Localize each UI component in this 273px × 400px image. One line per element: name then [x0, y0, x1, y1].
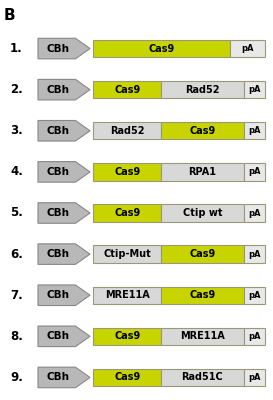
- Bar: [244, 163, 265, 180]
- Text: Rad52: Rad52: [110, 126, 144, 136]
- Bar: [161, 369, 244, 386]
- Bar: [230, 40, 265, 57]
- Bar: [93, 122, 161, 140]
- Polygon shape: [38, 367, 90, 388]
- Text: Ctip wt: Ctip wt: [183, 208, 222, 218]
- Bar: [93, 81, 161, 98]
- Text: 6.: 6.: [10, 248, 23, 261]
- Text: 8.: 8.: [10, 330, 23, 343]
- Text: Cas9: Cas9: [189, 290, 216, 300]
- Text: Cas9: Cas9: [114, 208, 140, 218]
- Text: Rad52: Rad52: [185, 85, 220, 95]
- Bar: [93, 369, 161, 386]
- Bar: [244, 246, 265, 263]
- Bar: [161, 81, 244, 98]
- Text: Ctip-Mut: Ctip-Mut: [103, 249, 151, 259]
- Bar: [93, 40, 230, 57]
- Text: pA: pA: [248, 291, 260, 300]
- Bar: [244, 369, 265, 386]
- Text: CBh: CBh: [46, 249, 69, 259]
- Polygon shape: [38, 244, 90, 264]
- Text: 5.: 5.: [10, 206, 23, 220]
- Text: 3.: 3.: [10, 124, 23, 137]
- Bar: [244, 286, 265, 304]
- Text: CBh: CBh: [46, 85, 69, 95]
- Text: pA: pA: [248, 373, 260, 382]
- Bar: [93, 246, 161, 263]
- Text: pA: pA: [248, 167, 260, 176]
- Text: 2.: 2.: [10, 83, 23, 96]
- Text: pA: pA: [248, 332, 260, 341]
- Bar: [244, 328, 265, 345]
- Polygon shape: [38, 38, 90, 59]
- Text: B: B: [4, 8, 16, 23]
- Text: Cas9: Cas9: [114, 372, 140, 382]
- Bar: [161, 328, 244, 345]
- Text: pA: pA: [248, 208, 260, 218]
- Text: CBh: CBh: [46, 290, 69, 300]
- Text: MRE11A: MRE11A: [105, 290, 150, 300]
- Bar: [93, 163, 161, 180]
- Text: CBh: CBh: [46, 167, 69, 177]
- Bar: [244, 122, 265, 140]
- Bar: [93, 286, 161, 304]
- Text: CBh: CBh: [46, 208, 69, 218]
- Text: Cas9: Cas9: [189, 249, 216, 259]
- Text: Cas9: Cas9: [114, 85, 140, 95]
- Text: MRE11A: MRE11A: [180, 331, 225, 341]
- Polygon shape: [38, 203, 90, 223]
- Text: pA: pA: [248, 126, 260, 135]
- Text: Cas9: Cas9: [189, 126, 216, 136]
- Polygon shape: [38, 285, 90, 306]
- Text: pA: pA: [248, 85, 260, 94]
- Polygon shape: [38, 162, 90, 182]
- Bar: [161, 122, 244, 140]
- Polygon shape: [38, 79, 90, 100]
- Text: Cas9: Cas9: [114, 331, 140, 341]
- Text: pA: pA: [241, 44, 254, 53]
- Text: Rad51C: Rad51C: [182, 372, 223, 382]
- Bar: [93, 204, 161, 222]
- Text: RPA1: RPA1: [188, 167, 216, 177]
- Polygon shape: [38, 120, 90, 141]
- Text: CBh: CBh: [46, 126, 69, 136]
- Bar: [244, 81, 265, 98]
- Bar: [161, 246, 244, 263]
- Text: 9.: 9.: [10, 371, 23, 384]
- Text: 4.: 4.: [10, 165, 23, 178]
- Text: 7.: 7.: [10, 289, 23, 302]
- Text: CBh: CBh: [46, 44, 69, 54]
- Text: Cas9: Cas9: [148, 44, 174, 54]
- Text: CBh: CBh: [46, 331, 69, 341]
- Bar: [244, 204, 265, 222]
- Bar: [93, 328, 161, 345]
- Polygon shape: [38, 326, 90, 347]
- Bar: [161, 163, 244, 180]
- Text: pA: pA: [248, 250, 260, 259]
- Bar: [161, 286, 244, 304]
- Text: Cas9: Cas9: [114, 167, 140, 177]
- Text: 1.: 1.: [10, 42, 23, 55]
- Bar: [161, 204, 244, 222]
- Text: CBh: CBh: [46, 372, 69, 382]
